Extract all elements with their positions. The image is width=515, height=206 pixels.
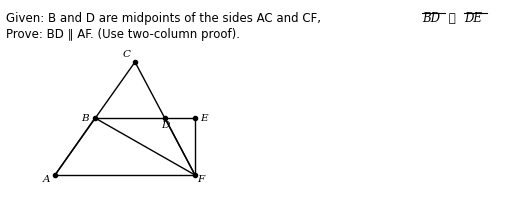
Text: D: D — [161, 122, 169, 130]
Text: C: C — [123, 49, 131, 59]
Text: A: A — [43, 174, 51, 184]
Text: ≅: ≅ — [445, 12, 460, 25]
Text: B: B — [81, 114, 89, 123]
Text: Prove: BD ∥ AF. (Use two-column proof).: Prove: BD ∥ AF. (Use two-column proof). — [6, 28, 240, 41]
Text: E: E — [200, 114, 208, 123]
Text: F: F — [197, 174, 204, 184]
Text: Given: B and D are midpoints of the sides AC and CF,: Given: B and D are midpoints of the side… — [6, 12, 329, 25]
Text: BD: BD — [422, 12, 440, 25]
Text: DE: DE — [464, 12, 482, 25]
